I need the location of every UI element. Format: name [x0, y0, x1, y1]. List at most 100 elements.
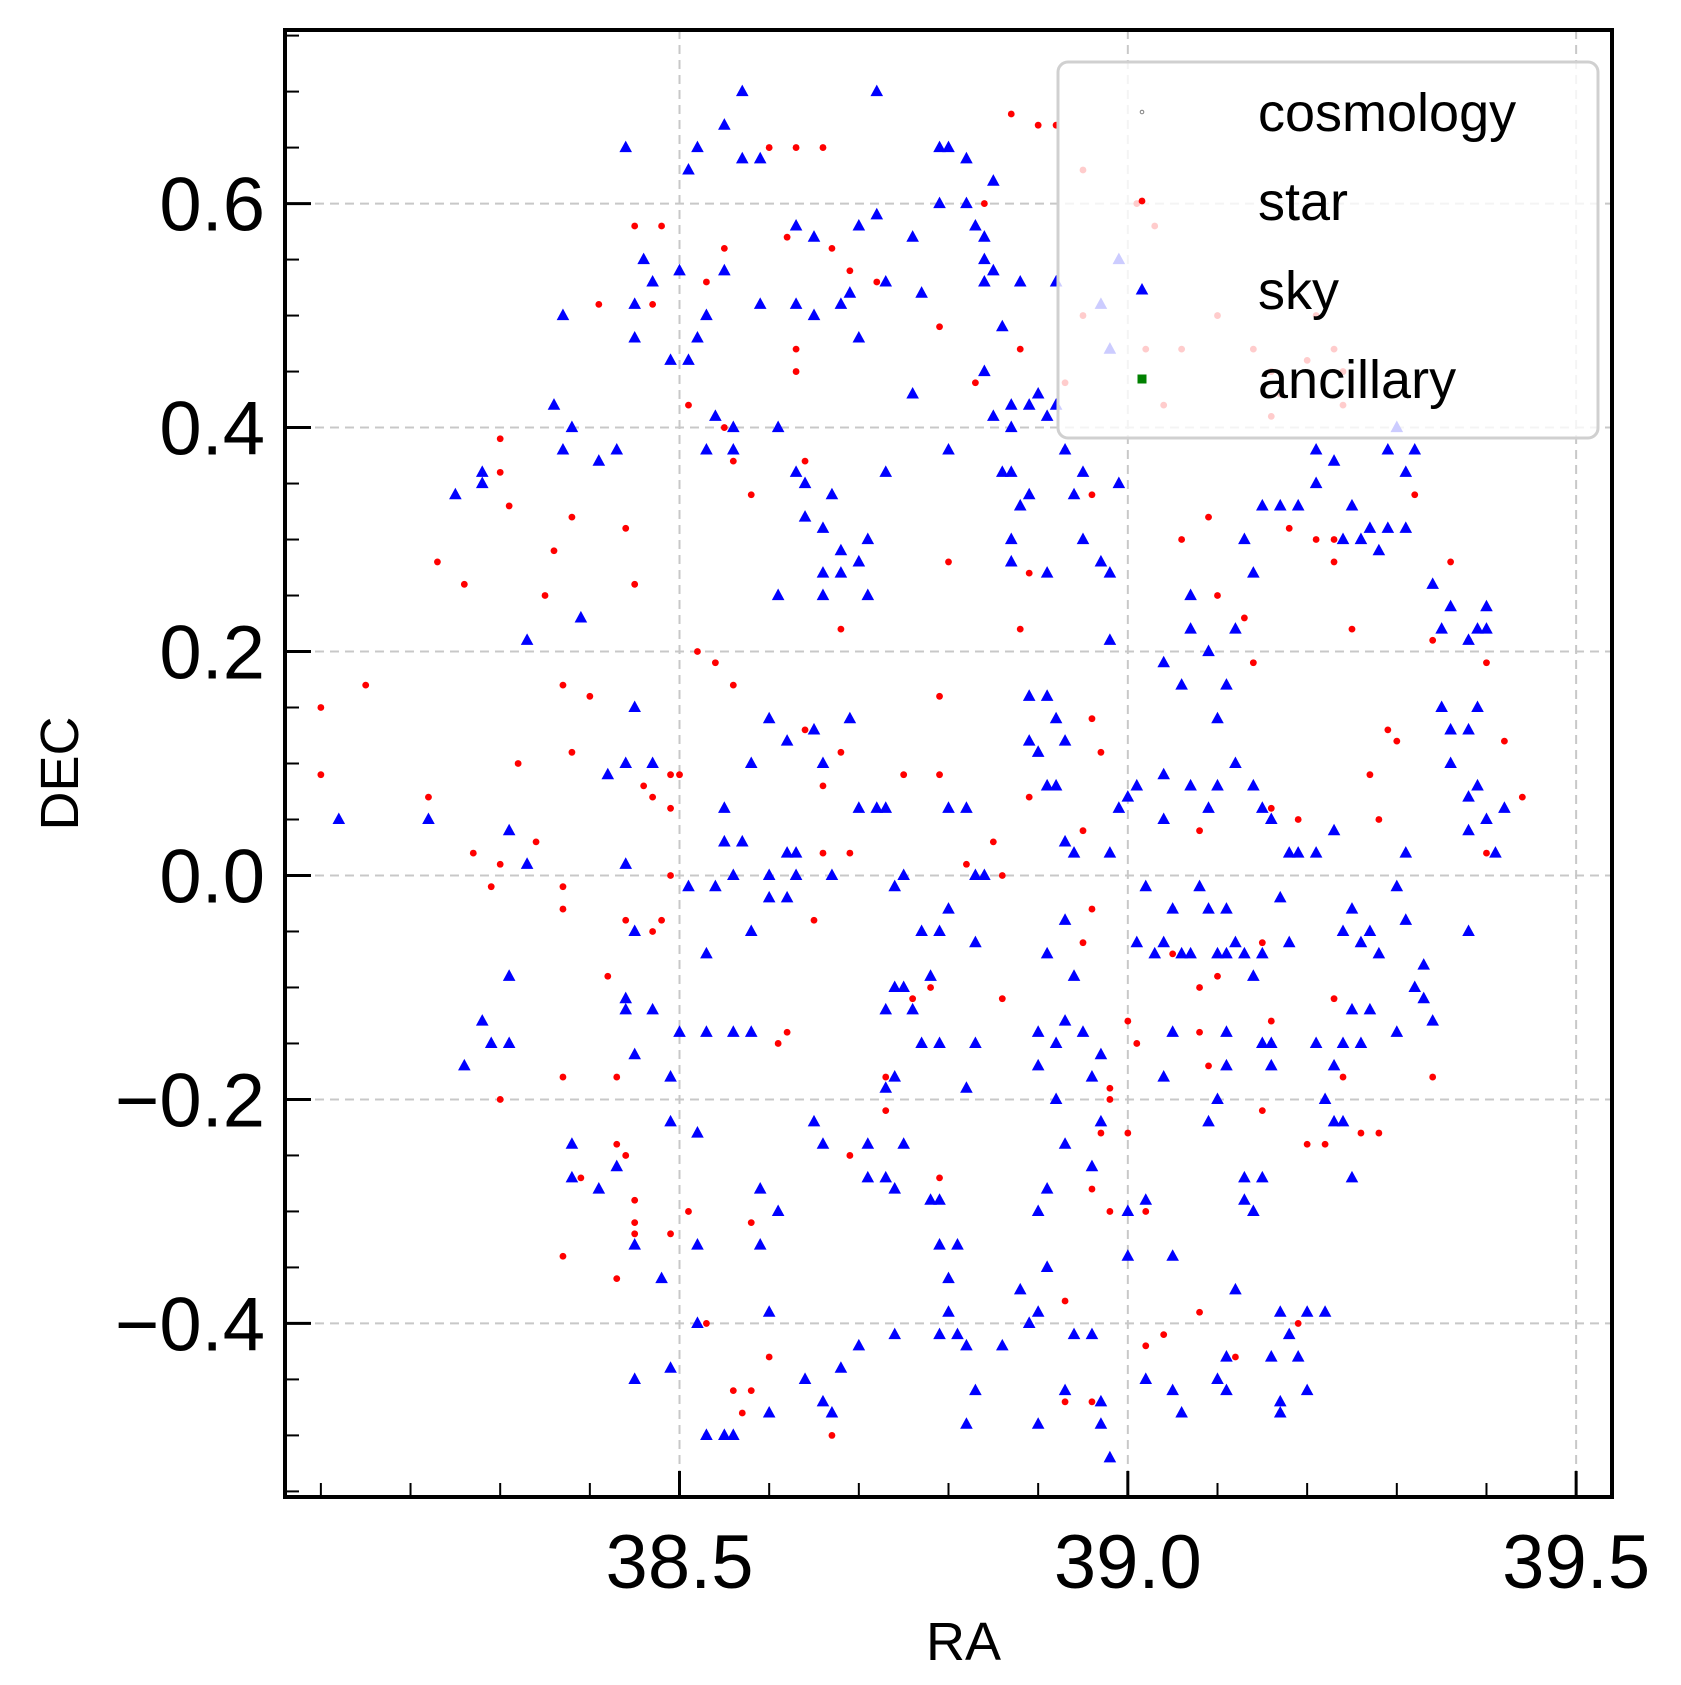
sky-point	[1148, 946, 1162, 959]
star-point	[631, 1230, 639, 1238]
star-point	[1429, 636, 1437, 644]
sky-point	[789, 218, 803, 231]
star-point	[1267, 1017, 1275, 1025]
sky-point	[1336, 532, 1350, 545]
star-point	[1178, 536, 1186, 543]
star-point	[1196, 984, 1203, 991]
sky-point	[1220, 1350, 1233, 1362]
star-point	[945, 558, 952, 566]
star-point	[1330, 995, 1338, 1003]
star-point	[1330, 536, 1338, 543]
sky-point	[780, 846, 794, 858]
sky-point	[1157, 812, 1170, 825]
sky-point	[1264, 1036, 1278, 1049]
sky-point	[960, 1081, 973, 1093]
sky-point	[1273, 1305, 1287, 1317]
sky-point	[771, 420, 785, 433]
sky-point	[1103, 633, 1117, 645]
sky-point	[735, 834, 749, 847]
sky-point	[834, 1361, 848, 1373]
sky-point	[718, 263, 731, 276]
sky-point	[1058, 1137, 1072, 1149]
sky-point	[879, 1081, 893, 1093]
sky-point	[879, 801, 893, 813]
star-point	[685, 401, 692, 409]
sky-point	[1013, 498, 1027, 511]
sky-point	[942, 801, 955, 813]
plot-markers	[317, 84, 1526, 1463]
star-point	[1393, 737, 1401, 745]
star-point	[801, 457, 809, 465]
sky-point	[1049, 1092, 1063, 1105]
star-point	[980, 200, 988, 207]
star-point	[801, 726, 809, 734]
star-point	[1447, 558, 1455, 566]
star-point	[900, 771, 908, 779]
sky-point	[879, 1002, 893, 1015]
y-tick-label: 0.0	[159, 834, 265, 919]
sky-point	[888, 1327, 902, 1340]
star-point	[1240, 614, 1248, 622]
sky-point	[1184, 946, 1197, 959]
sky-point	[1462, 633, 1475, 645]
sky-point	[619, 140, 633, 153]
sky-point	[1354, 1036, 1368, 1049]
sky-point	[502, 823, 516, 836]
sky-point	[995, 465, 1009, 477]
star-point	[1196, 827, 1203, 835]
star-point	[819, 849, 827, 857]
sky-point	[1031, 386, 1045, 399]
sky-point	[1130, 935, 1144, 948]
star-point	[496, 860, 504, 868]
star-point	[971, 379, 979, 387]
star-point	[1339, 1073, 1347, 1081]
star-point	[989, 838, 997, 846]
sky-point	[727, 1025, 740, 1037]
sky-point	[565, 420, 579, 433]
star-point	[622, 524, 630, 532]
sky-point	[556, 308, 570, 321]
star-point	[1214, 972, 1221, 980]
star-point	[846, 1152, 854, 1159]
sky-point	[691, 330, 704, 343]
sky-point	[1022, 1316, 1036, 1328]
sky-point	[1318, 1305, 1332, 1317]
star-point	[568, 513, 576, 521]
sky-point	[1202, 902, 1215, 914]
sky-point	[1058, 834, 1072, 847]
sky-point	[969, 935, 982, 948]
star-point	[1088, 715, 1096, 723]
star-point	[631, 222, 639, 230]
sky-point	[1220, 1025, 1233, 1037]
sky-point	[1273, 1406, 1287, 1418]
sky-point	[1238, 946, 1251, 959]
sky-point	[1040, 778, 1054, 791]
star-point	[649, 928, 657, 935]
star-point	[1097, 1129, 1105, 1137]
legend-label: ancillary	[1258, 350, 1456, 410]
sky-point	[682, 879, 695, 892]
sky-point	[1022, 734, 1036, 746]
sky-point	[1282, 1327, 1296, 1340]
star-point	[909, 995, 917, 1003]
star-point	[1375, 1129, 1383, 1137]
sky-point	[1327, 1114, 1341, 1127]
star-point	[1483, 849, 1490, 857]
sky-point	[789, 297, 803, 309]
star-point	[1518, 793, 1526, 801]
star-point	[1034, 121, 1042, 129]
sky-point	[1139, 1372, 1153, 1384]
star-point	[810, 916, 818, 924]
sky-point	[1058, 734, 1072, 746]
sky-point	[978, 364, 991, 377]
star-point	[434, 558, 441, 566]
ancillary-legend-marker	[1137, 374, 1147, 384]
sky-point	[852, 330, 866, 343]
sky-point	[1040, 1182, 1054, 1194]
star-point	[1025, 569, 1033, 577]
star-point	[882, 1107, 890, 1115]
sky-point	[619, 991, 633, 1004]
sky-point	[906, 230, 919, 242]
sky-point	[870, 801, 884, 813]
sky-point	[628, 1238, 641, 1250]
